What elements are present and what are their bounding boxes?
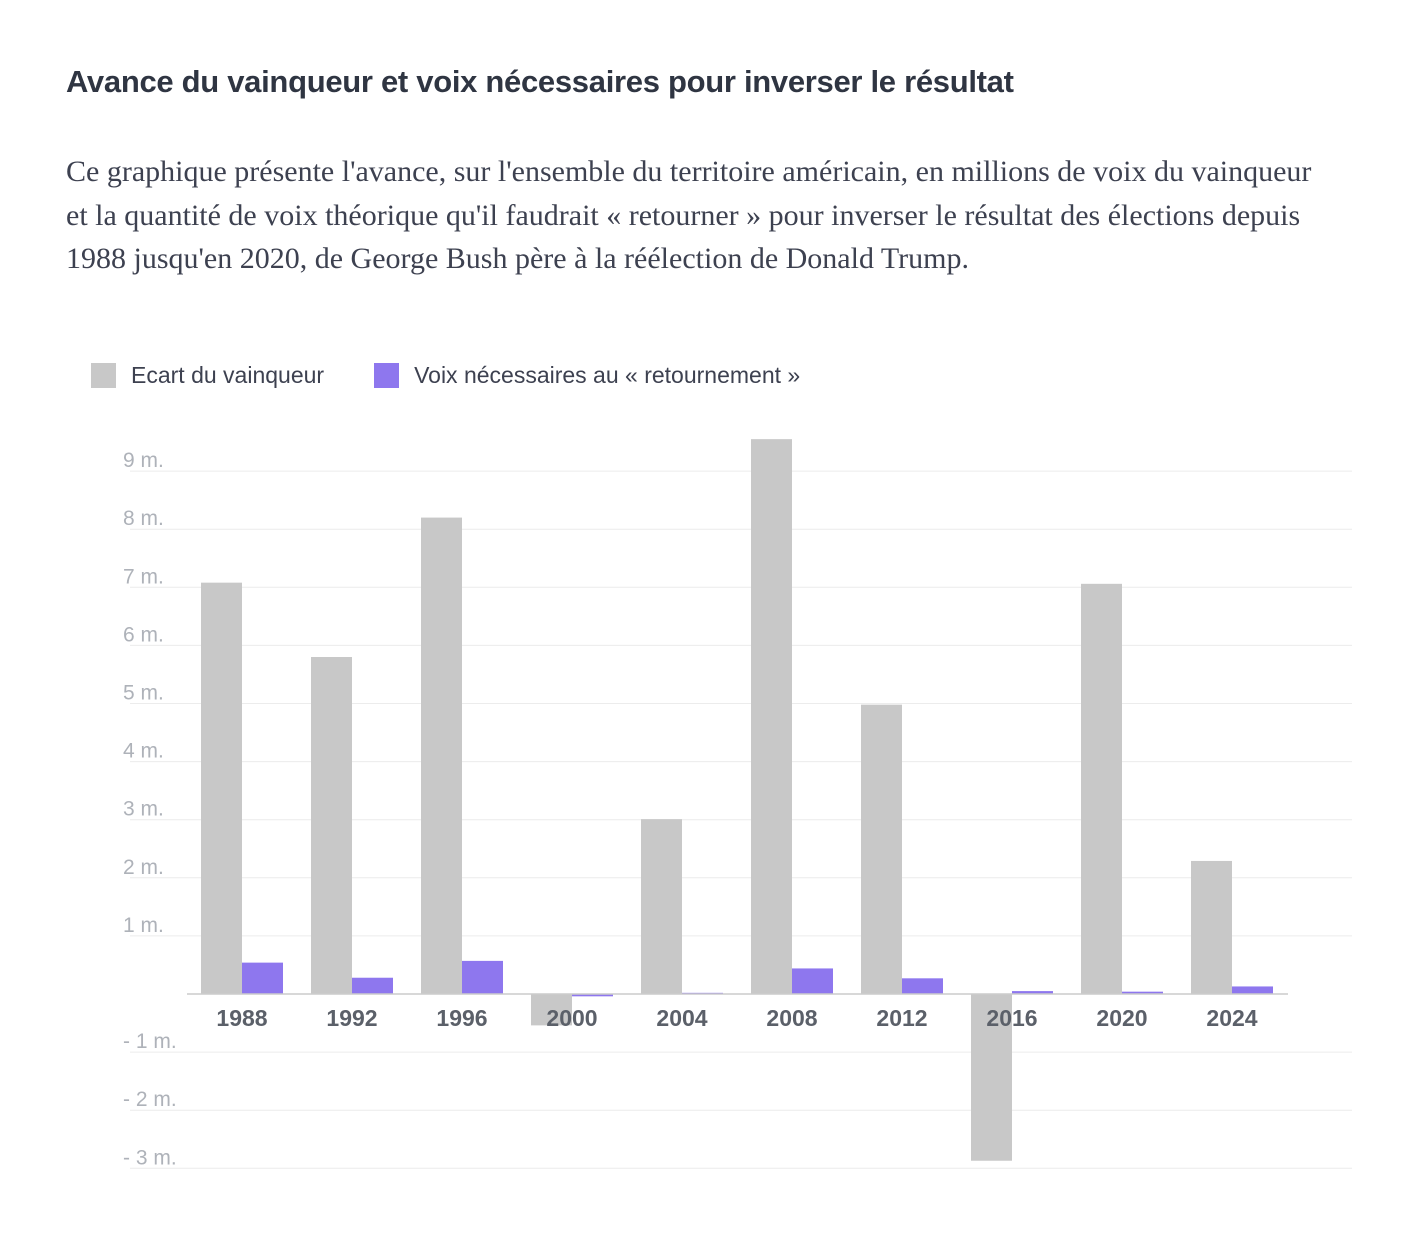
legend-label-voix: Voix nécessaires au « retournement » <box>414 362 801 388</box>
bar-voix-2008[interactable] <box>792 968 833 994</box>
y-tick-label: 5 m. <box>123 682 164 705</box>
x-tick-label-2012: 2012 <box>876 1005 927 1031</box>
y-tick-label: - 1 m. <box>123 1030 177 1053</box>
bar-voix-1992[interactable] <box>352 977 393 994</box>
y-tick-label: 2 m. <box>123 856 164 879</box>
legend: Ecart du vainqueur Voix nécessaires au «… <box>91 362 850 389</box>
y-tick-label: 8 m. <box>123 507 164 530</box>
y-tick-label: 1 m. <box>123 914 164 937</box>
y-tick-label: 9 m. <box>123 449 164 472</box>
bar-voix-1996[interactable] <box>462 960 503 994</box>
x-tick-label-2008: 2008 <box>766 1005 817 1031</box>
bar-ecart-2020[interactable] <box>1081 583 1122 994</box>
bar-ecart-1996[interactable] <box>421 517 462 994</box>
y-tick-label: 4 m. <box>123 740 164 763</box>
y-tick-label: 3 m. <box>123 798 164 821</box>
x-tick-label-1988: 1988 <box>216 1005 267 1031</box>
legend-swatch-voix <box>374 363 400 388</box>
bar-ecart-2000[interactable] <box>531 994 572 1026</box>
x-tick-label-1996: 1996 <box>436 1005 487 1031</box>
x-axis-ticks: 1988 1992 1996 2000 2004 2008 2012 2016 2020 2024 <box>216 1005 1257 1031</box>
bar-voix-2020[interactable] <box>1122 991 1163 994</box>
bar-voix-1988[interactable] <box>242 962 283 994</box>
x-tick-label-1992: 1992 <box>326 1005 377 1031</box>
bar-voix-2012[interactable] <box>902 978 943 994</box>
y-tick-label: 7 m. <box>123 565 164 588</box>
y-tick-label: 6 m. <box>123 623 164 646</box>
y-tick-label: - 3 m. <box>123 1146 177 1169</box>
y-axis-ticks: 9 m. 8 m. 7 m. 6 m. 5 m. 4 m. 3 m. 2 m. 1 m. - 1 … <box>123 449 177 1169</box>
bar-ecart-2024[interactable] <box>1191 860 1232 994</box>
x-tick-label-2020: 2020 <box>1096 1005 1147 1031</box>
x-tick-label-2024: 2024 <box>1206 1005 1257 1031</box>
x-tick-label-2004: 2004 <box>656 1005 707 1031</box>
legend-item-voix[interactable]: Voix nécessaires au « retournement » <box>374 362 800 389</box>
x-tick-label-2000: 2000 <box>546 1005 597 1031</box>
bar-voix-2016[interactable] <box>1012 991 1053 994</box>
bar-ecart-2004[interactable] <box>641 819 682 994</box>
chart-title: Avance du vainqueur et voix nécessaires … <box>66 64 1014 99</box>
y-tick-label: - 2 m. <box>123 1088 177 1111</box>
bar-ecart-2016[interactable] <box>971 994 1012 1161</box>
bars <box>201 439 1273 1161</box>
bar-ecart-2008[interactable] <box>751 439 792 994</box>
bar-ecart-1988[interactable] <box>201 582 242 994</box>
chart-description: Ce graphique présente l'avance, sur l'en… <box>66 155 1312 275</box>
bar-voix-2000[interactable] <box>572 994 613 997</box>
bar-voix-2024[interactable] <box>1232 986 1273 994</box>
legend-item-ecart[interactable]: Ecart du vainqueur <box>91 362 324 389</box>
bar-ecart-1992[interactable] <box>311 657 352 994</box>
legend-label-ecart: Ecart du vainqueur <box>131 362 325 388</box>
legend-swatch-ecart <box>91 363 116 388</box>
bar-ecart-2012[interactable] <box>861 704 902 994</box>
x-tick-label-2016: 2016 <box>986 1005 1037 1031</box>
